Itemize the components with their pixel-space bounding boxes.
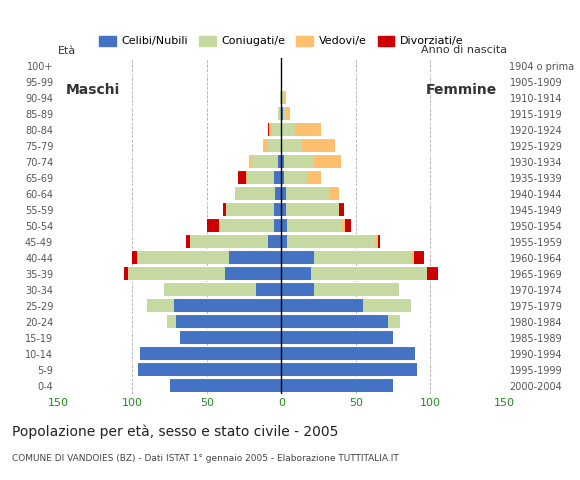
Bar: [411, 251, 414, 264]
Bar: [311, 267, 427, 280]
Bar: [295, 123, 321, 136]
Bar: [284, 171, 307, 184]
Bar: [223, 203, 226, 216]
Bar: [314, 155, 341, 168]
Bar: [252, 155, 278, 168]
Bar: [281, 203, 286, 216]
Bar: [341, 219, 345, 232]
Bar: [281, 123, 295, 136]
Bar: [274, 203, 281, 216]
Bar: [268, 139, 281, 153]
Bar: [245, 171, 247, 184]
Bar: [281, 363, 417, 376]
Bar: [281, 139, 302, 153]
Bar: [389, 315, 400, 328]
Bar: [286, 107, 290, 120]
Bar: [281, 331, 393, 345]
Bar: [235, 187, 276, 201]
Bar: [286, 203, 339, 216]
Text: Popolazione per età, sesso e stato civile - 2005: Popolazione per età, sesso e stato civil…: [12, 425, 338, 439]
Bar: [314, 283, 399, 296]
Bar: [281, 91, 284, 105]
Bar: [190, 235, 268, 249]
Bar: [268, 235, 281, 249]
Bar: [226, 203, 274, 216]
Bar: [274, 219, 281, 232]
Bar: [274, 171, 281, 184]
Bar: [281, 251, 314, 264]
Bar: [302, 139, 335, 153]
Text: COMUNE DI VANDOIES (BZ) - Dati ISTAT 1° gennaio 2005 - Elaborazione TUTTITALIA.I: COMUNE DI VANDOIES (BZ) - Dati ISTAT 1° …: [12, 454, 398, 463]
Bar: [140, 347, 281, 360]
Legend: Celibi/Nubili, Coniugati/e, Vedovi/e, Divorziati/e: Celibi/Nubili, Coniugati/e, Vedovi/e, Di…: [97, 34, 466, 48]
Bar: [287, 219, 341, 232]
Bar: [281, 171, 284, 184]
Text: Femmine: Femmine: [426, 83, 497, 96]
Bar: [281, 379, 393, 393]
Bar: [281, 347, 415, 360]
Bar: [186, 235, 190, 249]
Bar: [378, 235, 379, 249]
Bar: [247, 171, 274, 184]
Bar: [284, 155, 314, 168]
Bar: [314, 251, 411, 264]
Bar: [164, 283, 256, 296]
Text: Età: Età: [58, 46, 76, 56]
Bar: [137, 251, 229, 264]
Bar: [281, 107, 283, 120]
Bar: [363, 299, 411, 312]
Bar: [207, 219, 219, 232]
Bar: [427, 267, 438, 280]
Bar: [345, 219, 351, 232]
Bar: [280, 91, 281, 105]
Bar: [281, 267, 311, 280]
Bar: [286, 187, 329, 201]
Bar: [180, 331, 281, 345]
Bar: [176, 315, 281, 328]
Bar: [375, 235, 378, 249]
Bar: [281, 235, 287, 249]
Bar: [273, 123, 281, 136]
Bar: [268, 123, 269, 136]
Bar: [283, 107, 286, 120]
Bar: [281, 155, 284, 168]
Text: Anno di nascita: Anno di nascita: [422, 45, 508, 55]
Bar: [281, 299, 363, 312]
Bar: [128, 267, 224, 280]
Bar: [219, 219, 274, 232]
Bar: [278, 107, 281, 120]
Bar: [132, 251, 137, 264]
Bar: [414, 251, 424, 264]
Bar: [284, 91, 286, 105]
Bar: [281, 315, 389, 328]
Bar: [139, 363, 281, 376]
Bar: [249, 155, 252, 168]
Bar: [169, 379, 281, 393]
Bar: [147, 299, 174, 312]
Bar: [287, 235, 375, 249]
Bar: [224, 267, 281, 280]
Bar: [281, 283, 314, 296]
Bar: [238, 171, 245, 184]
Bar: [281, 187, 286, 201]
Bar: [281, 219, 287, 232]
Bar: [269, 123, 273, 136]
Bar: [166, 315, 176, 328]
Bar: [329, 187, 339, 201]
Bar: [307, 171, 321, 184]
Bar: [124, 267, 128, 280]
Text: Maschi: Maschi: [66, 83, 119, 96]
Bar: [276, 187, 281, 201]
Bar: [339, 203, 344, 216]
Bar: [256, 283, 281, 296]
Bar: [263, 139, 268, 153]
Bar: [174, 299, 281, 312]
Bar: [229, 251, 281, 264]
Bar: [278, 155, 281, 168]
